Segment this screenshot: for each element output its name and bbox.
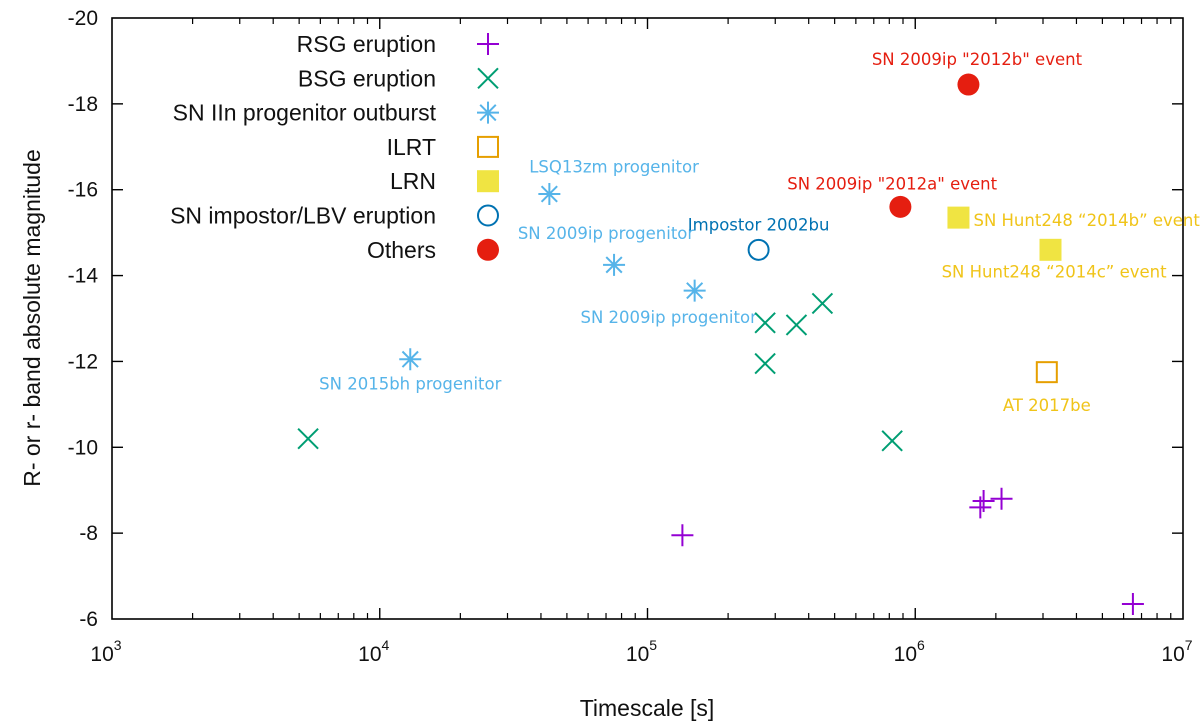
y-axis-title: R- or r- band absolute magnitude bbox=[19, 149, 45, 487]
data-point bbox=[747, 238, 770, 261]
annotation-label: SN 2009ip progenitor bbox=[581, 308, 758, 327]
data-point bbox=[957, 73, 980, 96]
y-tick-label: -10 bbox=[68, 436, 98, 459]
legend-marker bbox=[477, 67, 499, 90]
y-axis: -6 -8 -10 -12 -14 -16 -18 -20 bbox=[68, 7, 1183, 631]
legend-label: BSG eruption bbox=[298, 65, 436, 91]
y-tick-label: -12 bbox=[68, 350, 98, 373]
annotation-label: Impostor 2002bu bbox=[688, 215, 830, 234]
x-tick-label: 107 bbox=[1161, 637, 1192, 666]
legend: RSG eruption BSG eruption SN IIn progenito… bbox=[170, 31, 499, 263]
annotations: SN 2009ip "2012b" event SN 2009ip "2012a"… bbox=[319, 50, 1200, 415]
legend-label: SN IIn progenitor outburst bbox=[173, 100, 437, 126]
x-axis-title: Timescale [s] bbox=[580, 695, 715, 721]
data-point bbox=[671, 524, 694, 547]
y-tick-label: -14 bbox=[68, 265, 99, 288]
y-tick-label: -16 bbox=[68, 179, 98, 202]
data-point bbox=[1039, 238, 1062, 261]
legend-label: RSG eruption bbox=[297, 31, 436, 57]
legend-label: SN impostor/LBV eruption bbox=[170, 203, 436, 229]
y-tick-label: -18 bbox=[68, 93, 98, 116]
data-point bbox=[969, 496, 992, 519]
legend-marker bbox=[477, 204, 499, 227]
data-points bbox=[297, 73, 1144, 615]
x-tick-label: 103 bbox=[90, 637, 121, 666]
legend-marker bbox=[477, 238, 499, 261]
legend-marker bbox=[477, 101, 499, 124]
legend-label: LRN bbox=[390, 168, 436, 194]
data-point bbox=[889, 195, 912, 218]
data-point bbox=[947, 206, 970, 229]
data-point bbox=[785, 314, 808, 336]
data-point bbox=[683, 279, 706, 302]
data-point bbox=[1121, 592, 1144, 615]
legend-marker bbox=[477, 170, 499, 193]
data-point bbox=[990, 487, 1013, 510]
data-point bbox=[538, 183, 561, 206]
x-tick-label: 106 bbox=[894, 637, 925, 666]
x-tick-label: 105 bbox=[626, 637, 657, 666]
data-point bbox=[754, 352, 776, 375]
legend-label: Others bbox=[367, 237, 436, 263]
data-point bbox=[399, 348, 422, 371]
legend-label: ILRT bbox=[387, 134, 436, 160]
y-tick-label: -8 bbox=[79, 522, 98, 545]
legend-marker bbox=[477, 135, 499, 158]
x-tick-label: 104 bbox=[358, 637, 389, 666]
data-point bbox=[603, 253, 626, 276]
data-point bbox=[881, 430, 903, 452]
x-axis: 103 104 105 106 107 bbox=[90, 18, 1193, 666]
annotation-label: SN 2015bh progenitor bbox=[319, 374, 501, 393]
annotation-label: LSQ13zm progenitor bbox=[529, 158, 699, 177]
annotation-label: SN 2009ip progenitor bbox=[518, 224, 695, 243]
legend-marker bbox=[477, 33, 499, 55]
y-tick-label: -20 bbox=[68, 7, 98, 30]
data-point bbox=[811, 292, 834, 315]
annotation-label: SN Hunt248 “2014c” event bbox=[942, 263, 1168, 282]
y-tick-label: -6 bbox=[79, 608, 98, 631]
annotation-label: SN Hunt248 “2014b” event bbox=[973, 211, 1200, 230]
data-point bbox=[297, 427, 319, 450]
annotation-label: SN 2009ip "2012b" event bbox=[872, 50, 1083, 69]
data-point bbox=[1035, 361, 1058, 384]
data-point bbox=[754, 312, 776, 334]
annotation-label: AT 2017be bbox=[1003, 396, 1091, 415]
annotation-label: SN 2009ip "2012a" event bbox=[787, 175, 997, 194]
data-point bbox=[972, 489, 995, 512]
